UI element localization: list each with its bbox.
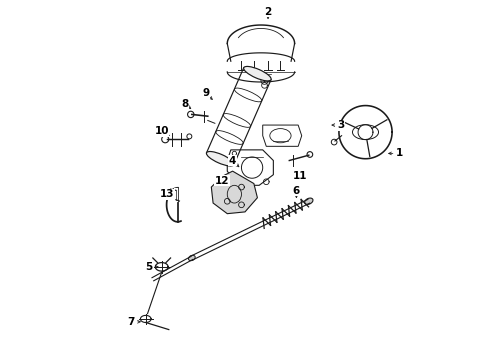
- Ellipse shape: [206, 152, 234, 166]
- Text: 12: 12: [215, 176, 229, 186]
- Ellipse shape: [305, 198, 313, 204]
- Ellipse shape: [244, 67, 271, 81]
- Text: 6: 6: [293, 186, 300, 195]
- Text: 8: 8: [181, 99, 188, 109]
- Text: 1: 1: [395, 148, 403, 158]
- Text: 2: 2: [265, 6, 271, 17]
- Text: 13: 13: [160, 189, 174, 199]
- Text: 7: 7: [128, 317, 135, 327]
- Text: 9: 9: [202, 88, 210, 98]
- Polygon shape: [211, 171, 257, 214]
- Text: 11: 11: [293, 171, 307, 181]
- Text: 4: 4: [229, 156, 236, 166]
- Text: 3: 3: [337, 120, 344, 130]
- Text: 5: 5: [146, 262, 153, 272]
- Ellipse shape: [189, 255, 195, 261]
- Text: 10: 10: [154, 126, 169, 136]
